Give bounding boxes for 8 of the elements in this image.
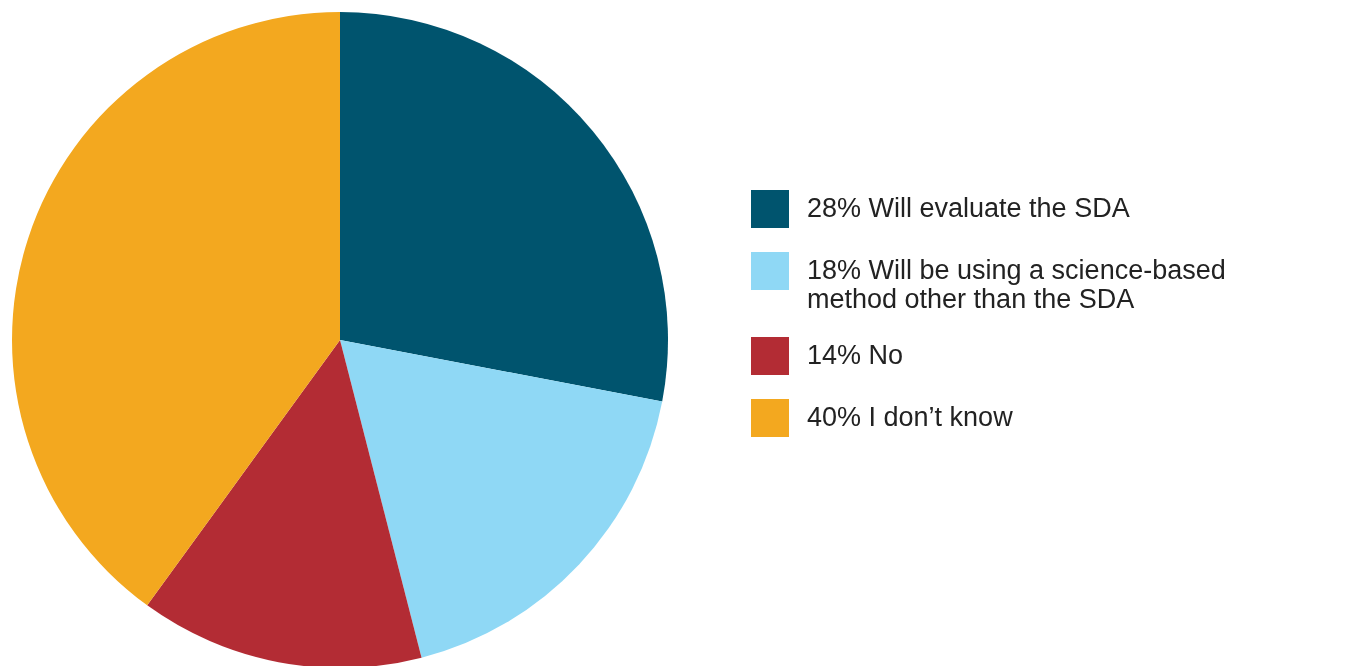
pie-slice [147, 340, 422, 666]
legend-label: 14% No [807, 340, 904, 370]
pie-slice [340, 12, 668, 402]
pie-slice [340, 340, 663, 658]
legend-label: 18% Will be using a science-based method other than the SDA [807, 255, 1226, 314]
legend-label: 40% I don’t know [807, 402, 1014, 432]
pie-slice [12, 12, 340, 606]
legend-label: 28% Will evaluate the SDA [807, 193, 1130, 223]
